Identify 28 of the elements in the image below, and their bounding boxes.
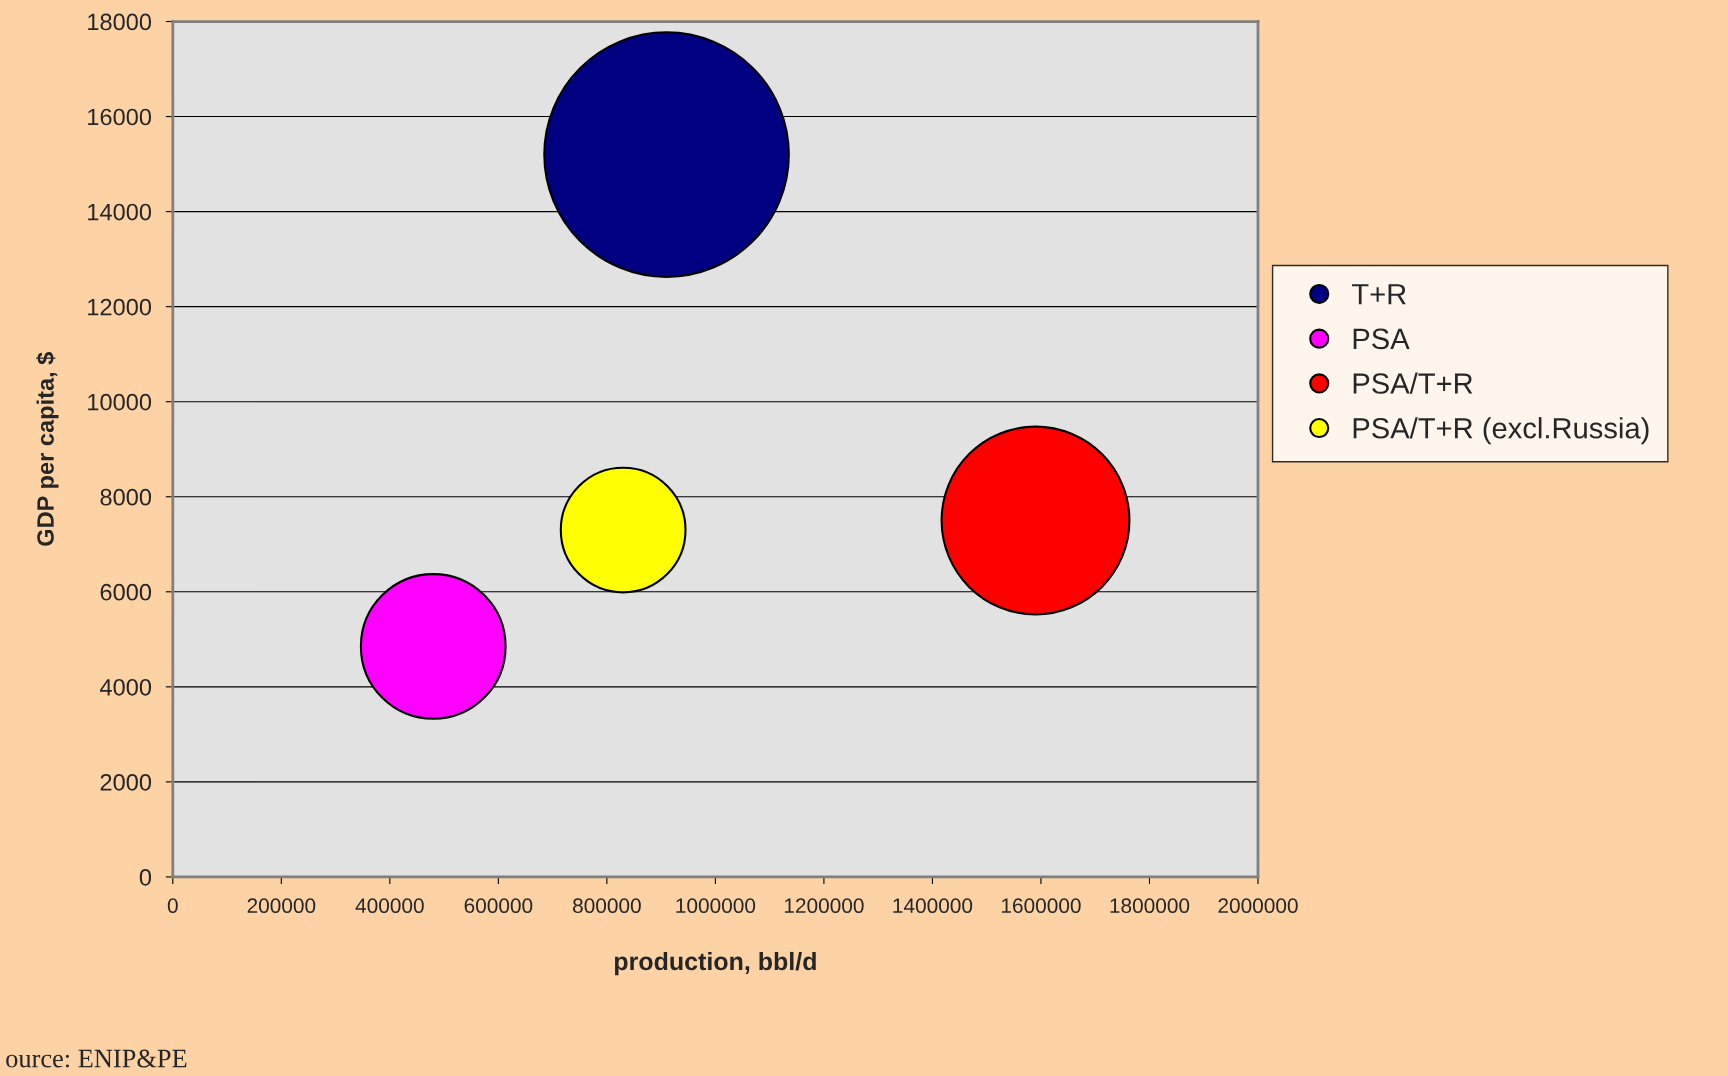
y-axis-title: GDP per capita, $ [36, 352, 59, 546]
y-tick-label: 16000 [88, 108, 152, 126]
y-tick-label: 4000 [99, 678, 152, 696]
x-tick-label: 1000000 [676, 898, 756, 914]
x-tick-label: 800000 [573, 898, 641, 914]
y-tick-label: 18000 [88, 13, 152, 31]
y-tick-label: 12000 [88, 298, 152, 316]
legend-label: PSA [1353, 328, 1410, 350]
y-tick-label: 10000 [88, 393, 152, 411]
text: ource: ENIP&PE [6, 1049, 187, 1068]
x-tick-label: 1400000 [893, 898, 973, 914]
x-tick-label: 1800000 [1110, 898, 1190, 914]
x-axis-title: production, bbl/d [614, 951, 816, 976]
x-tick-label: 1200000 [784, 898, 864, 914]
legend-label: T+R [1351, 284, 1406, 305]
y-tick-label: 2000 [100, 773, 152, 791]
y-tick-label: 6000 [100, 583, 152, 601]
x-tick-label: 1600000 [1001, 898, 1081, 914]
x-tick-label: 600000 [464, 898, 533, 914]
x-tick-label: 200000 [247, 898, 316, 914]
x-tick-label: 2000000 [1218, 898, 1298, 914]
x-tick-label: 400000 [355, 898, 424, 914]
x-tick-label: 0 [167, 898, 178, 914]
y-tick-label: 14000 [88, 203, 152, 221]
legend-label: PSA/T+R [1353, 372, 1473, 394]
y-tick-label: 8000 [100, 488, 152, 506]
y-tick-label: 0 [139, 869, 152, 886]
legend-label: PSA/T+R (excl.Russia) [1353, 417, 1649, 445]
